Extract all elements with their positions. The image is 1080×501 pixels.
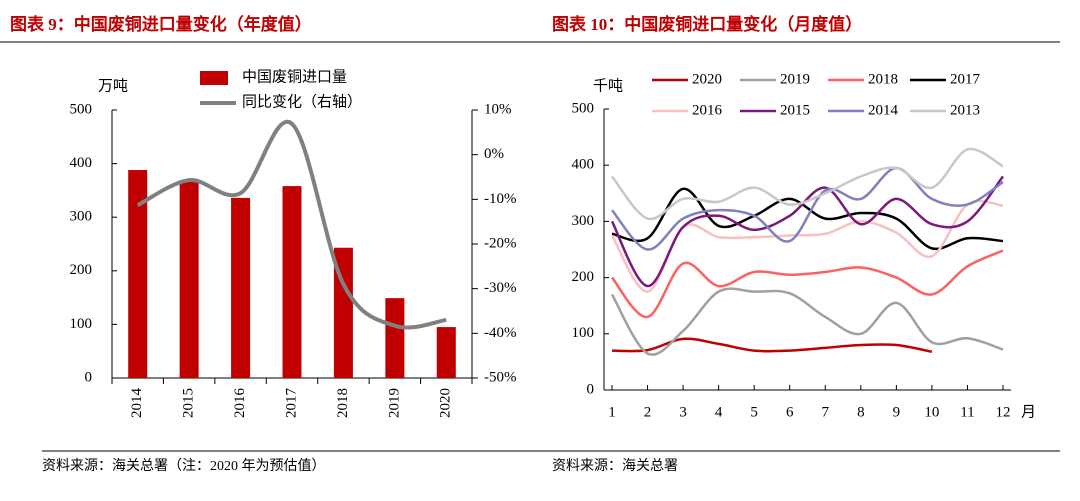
x-tick-label: 2 bbox=[644, 404, 652, 420]
bar bbox=[436, 327, 456, 378]
x-tick-label: 2020 bbox=[438, 388, 454, 418]
y-tick-label: 400 bbox=[572, 157, 595, 173]
x-tick-label: 1 bbox=[608, 404, 616, 420]
x-tick-label: 7 bbox=[822, 404, 830, 420]
y-tick-label: 300 bbox=[70, 209, 93, 225]
x-tick-label: 2018 bbox=[335, 388, 351, 418]
x-tick-label: 8 bbox=[857, 404, 865, 420]
x-tick-label: 2015 bbox=[181, 388, 197, 418]
line-series bbox=[611, 249, 1004, 319]
legend-label: 2014 bbox=[868, 102, 899, 118]
y-tick-label: 0 bbox=[587, 381, 595, 397]
x-tick-label: 2017 bbox=[283, 388, 299, 419]
x-tick-label: 4 bbox=[715, 404, 723, 420]
line-series bbox=[611, 147, 1004, 221]
legend-label: 2013 bbox=[950, 102, 980, 118]
bar bbox=[333, 247, 353, 378]
line-series bbox=[610, 287, 1004, 356]
y-tick-label: 300 bbox=[572, 213, 595, 229]
legend-swatch bbox=[200, 71, 228, 85]
x-tick-label: 2014 bbox=[129, 388, 145, 419]
chart-title: 图表 9：中国废铜进口量变化（年度值） bbox=[10, 14, 312, 34]
chart-title: 图表 10：中国废铜进口量变化（月度值） bbox=[552, 14, 862, 34]
y2-tick-label: -20% bbox=[484, 235, 517, 251]
y-axis-unit: 万吨 bbox=[98, 77, 128, 94]
legend-label: 2020 bbox=[692, 71, 722, 87]
y2-tick-label: -30% bbox=[484, 280, 517, 296]
x-tick-label: 6 bbox=[786, 404, 794, 420]
x-tick-label: 9 bbox=[893, 404, 901, 420]
legend-label: 2019 bbox=[780, 71, 810, 87]
x-tick-label: 11 bbox=[960, 404, 974, 420]
y-tick-label: 200 bbox=[572, 269, 595, 285]
y-tick-label: 400 bbox=[70, 155, 93, 171]
x-tick-label: 12 bbox=[996, 404, 1011, 420]
x-tick-label: 10 bbox=[924, 404, 939, 420]
x-axis-label: 月 bbox=[1021, 404, 1036, 420]
bar bbox=[128, 170, 148, 378]
line-series bbox=[611, 337, 933, 354]
source: 资料来源：海关总署（注：2020 年为预估值） bbox=[42, 458, 326, 474]
y-axis-unit: 千吨 bbox=[593, 77, 623, 94]
bar bbox=[282, 186, 302, 378]
x-tick-label: 2019 bbox=[386, 388, 402, 418]
y2-tick-label: -50% bbox=[484, 369, 517, 385]
bar bbox=[179, 181, 199, 378]
y-tick-label: 100 bbox=[572, 325, 595, 341]
bar bbox=[231, 197, 251, 378]
legend-label: 中国废铜进口量 bbox=[242, 68, 347, 85]
y2-tick-label: -40% bbox=[484, 325, 517, 341]
y-tick-label: 500 bbox=[70, 101, 93, 117]
legend-label: 同比变化（右轴） bbox=[242, 93, 362, 110]
y-tick-label: 500 bbox=[572, 100, 595, 116]
y-tick-label: 0 bbox=[85, 369, 93, 385]
legend-label: 2016 bbox=[692, 102, 723, 118]
line-series bbox=[136, 119, 447, 330]
line-series bbox=[611, 166, 1004, 251]
y2-tick-label: 0% bbox=[484, 146, 504, 162]
x-tick-label: 5 bbox=[750, 404, 758, 420]
y2-tick-label: 10% bbox=[484, 101, 512, 117]
legend-label: 2018 bbox=[868, 71, 898, 87]
bar bbox=[385, 298, 405, 378]
legend-label: 2015 bbox=[780, 102, 810, 118]
legend-label: 2017 bbox=[950, 71, 981, 87]
line-series bbox=[611, 187, 1004, 251]
x-tick-label: 2016 bbox=[232, 388, 248, 419]
x-tick-label: 3 bbox=[679, 404, 687, 420]
y-tick-label: 100 bbox=[70, 316, 93, 332]
y-tick-label: 200 bbox=[70, 262, 93, 278]
source: 资料来源：海关总署 bbox=[552, 458, 678, 474]
y2-tick-label: -10% bbox=[484, 191, 517, 207]
